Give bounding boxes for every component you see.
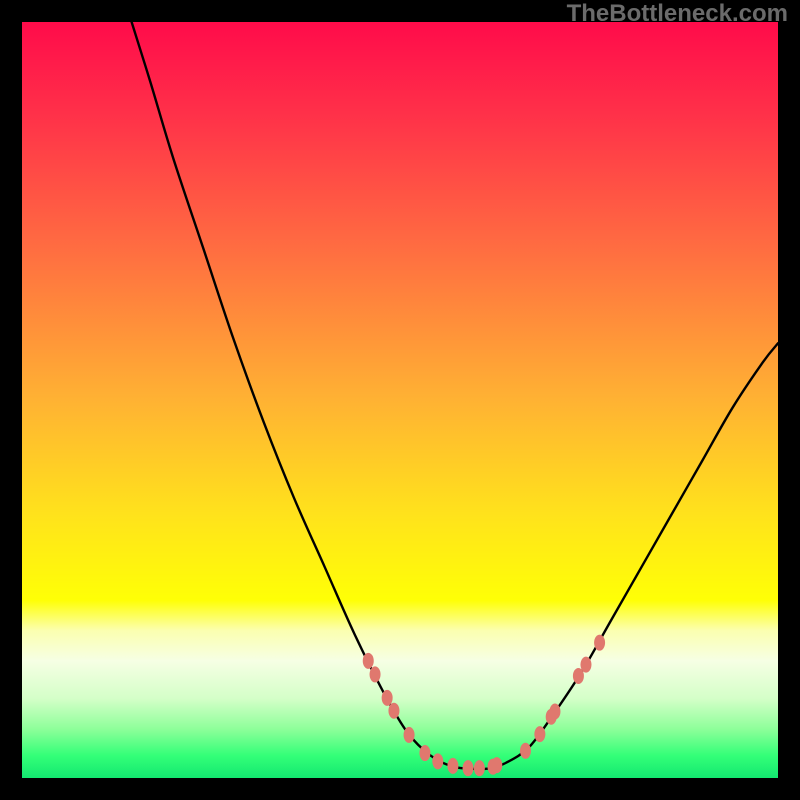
curve-marker bbox=[463, 760, 474, 776]
curve-marker bbox=[382, 690, 393, 706]
curve-marker bbox=[419, 745, 430, 761]
curve-marker bbox=[363, 653, 374, 669]
curve-marker bbox=[474, 760, 485, 776]
curve-marker bbox=[432, 753, 443, 769]
curve-marker bbox=[404, 727, 415, 743]
curve-marker bbox=[388, 703, 399, 719]
curve-marker bbox=[370, 666, 381, 682]
curve-marker bbox=[491, 757, 502, 773]
curve-marker bbox=[580, 657, 591, 673]
gradient-background bbox=[22, 22, 778, 778]
plot-svg bbox=[22, 22, 778, 778]
chart-frame: TheBottleneck.com bbox=[0, 0, 800, 800]
curve-marker bbox=[447, 758, 458, 774]
curve-marker bbox=[549, 703, 560, 719]
plot-area bbox=[22, 22, 778, 778]
watermark-text: TheBottleneck.com bbox=[567, 0, 788, 28]
curve-marker bbox=[594, 635, 605, 651]
curve-marker bbox=[534, 726, 545, 742]
curve-marker bbox=[520, 743, 531, 759]
